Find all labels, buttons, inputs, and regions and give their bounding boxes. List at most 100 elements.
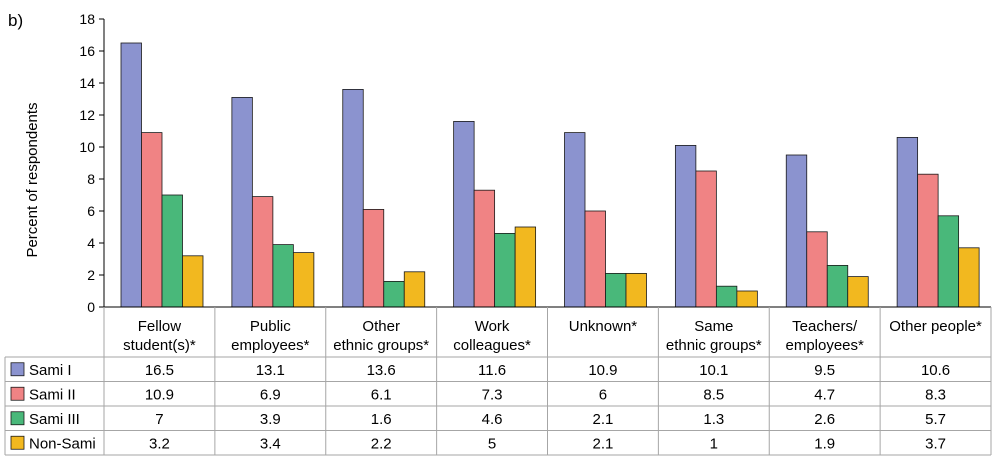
bar	[715, 285, 738, 308]
table-cell-value: 6	[599, 386, 607, 403]
y-axis: 0 2 4 6 8 10 12 14 16 18	[79, 11, 105, 315]
legend-swatch	[10, 362, 25, 377]
table-cell-value: 10.9	[588, 362, 617, 379]
category-label: ethnic groups*	[666, 337, 762, 354]
bar	[161, 194, 183, 308]
legend-label: Sami II	[29, 386, 76, 403]
table-cell-value: 7.3	[482, 386, 503, 403]
table-cell-value: 1.9	[814, 435, 835, 452]
bar	[494, 232, 516, 308]
bar	[785, 154, 808, 308]
table-cell-value: 3.4	[260, 435, 281, 452]
bar	[937, 215, 960, 308]
y-tick-label: 10	[79, 139, 95, 155]
bars	[120, 42, 980, 308]
table-cell-value: 8.5	[703, 386, 724, 403]
table-cell-value: 3.9	[260, 411, 281, 428]
category-label: Teachers/	[792, 318, 858, 335]
table-cell-value: 10.6	[921, 362, 950, 379]
bar	[514, 226, 537, 308]
bar	[231, 97, 253, 308]
bar	[383, 280, 405, 308]
panel-label: b)	[8, 11, 23, 30]
table-cell-value: 13.1	[256, 362, 285, 379]
table-cell-value: 1.3	[703, 411, 724, 428]
table-cell-value: 2.1	[593, 435, 614, 452]
category-label: employees*	[231, 337, 310, 354]
bar	[272, 244, 294, 308]
legend-label: Non-Sami	[29, 435, 96, 452]
table-cell-value: 7	[155, 411, 163, 428]
table-cell-value: 3.2	[149, 435, 170, 452]
category-label: Other people*	[889, 318, 982, 335]
bar	[453, 121, 475, 308]
category-label: Fellow	[138, 318, 182, 335]
table-cell-value: 1.6	[371, 411, 392, 428]
y-axis-label: Percent of respondents	[24, 102, 41, 257]
y-tick-label: 12	[79, 107, 95, 123]
legend-label: Sami III	[29, 411, 80, 428]
table-cell-value: 5	[488, 435, 496, 452]
legend-label: Sami I	[29, 362, 72, 379]
category-label: Work	[475, 318, 510, 335]
category-label: employees*	[785, 337, 864, 354]
bar	[141, 132, 163, 308]
bar	[182, 255, 204, 308]
y-tick-label: 6	[87, 203, 95, 219]
y-tick-label: 14	[79, 75, 95, 91]
bar	[605, 272, 627, 308]
bar	[251, 196, 274, 308]
bar	[847, 276, 869, 308]
bar	[806, 231, 828, 308]
legend-swatch	[10, 411, 25, 426]
y-tick-label: 16	[79, 43, 95, 59]
bar	[826, 264, 849, 308]
bar	[917, 173, 939, 308]
table-cell-value: 2.6	[814, 411, 835, 428]
y-tick-label: 8	[87, 171, 95, 187]
category-label: Unknown*	[569, 318, 638, 335]
table-cell-value: 6.1	[371, 386, 392, 403]
bar	[695, 170, 717, 308]
table-cell-value: 9.5	[814, 362, 835, 379]
bar	[362, 208, 385, 308]
category-label: Other	[362, 318, 400, 335]
bar	[120, 42, 142, 308]
y-tick-label: 4	[87, 235, 95, 251]
bar	[473, 189, 496, 308]
table-cell-value: 11.6	[478, 362, 506, 379]
category-label: Public	[250, 318, 291, 335]
table-cell-value: 8.3	[925, 386, 946, 403]
table-cell-value: 6.9	[260, 386, 281, 403]
bar	[403, 271, 426, 308]
table-cell-value: 2.1	[593, 411, 614, 428]
bar	[674, 144, 697, 308]
table-cell-value: 10.9	[145, 386, 174, 403]
table-cell-value: 5.7	[925, 411, 946, 428]
legend-swatch	[10, 386, 25, 401]
category-label: Same	[694, 318, 733, 335]
bar	[625, 272, 647, 308]
category-label: colleagues*	[453, 337, 531, 354]
bar	[342, 89, 364, 308]
table-cell-value: 4.6	[482, 411, 503, 428]
bar	[736, 290, 758, 308]
category-label: ethnic groups*	[333, 337, 429, 354]
bar	[896, 136, 919, 308]
bar	[564, 132, 586, 308]
table-cell-value: 16.5	[145, 362, 174, 379]
table-cell-value: 1	[710, 435, 718, 452]
data-table: Fellow student(s)* Public employees* Other et…	[4, 306, 992, 456]
table-cell-value: 2.2	[371, 435, 392, 452]
bar	[958, 247, 980, 308]
table-cell-value: 13.6	[367, 362, 396, 379]
table-cell-value: 4.7	[814, 386, 835, 403]
y-tick-label: 0	[87, 299, 95, 315]
y-tick-label: 2	[87, 267, 95, 283]
legend-swatch	[10, 435, 25, 450]
table-cell-value: 3.7	[925, 435, 946, 452]
table-cell-value: 10.1	[699, 362, 728, 379]
category-label: student(s)*	[123, 337, 196, 354]
bar	[292, 252, 315, 308]
